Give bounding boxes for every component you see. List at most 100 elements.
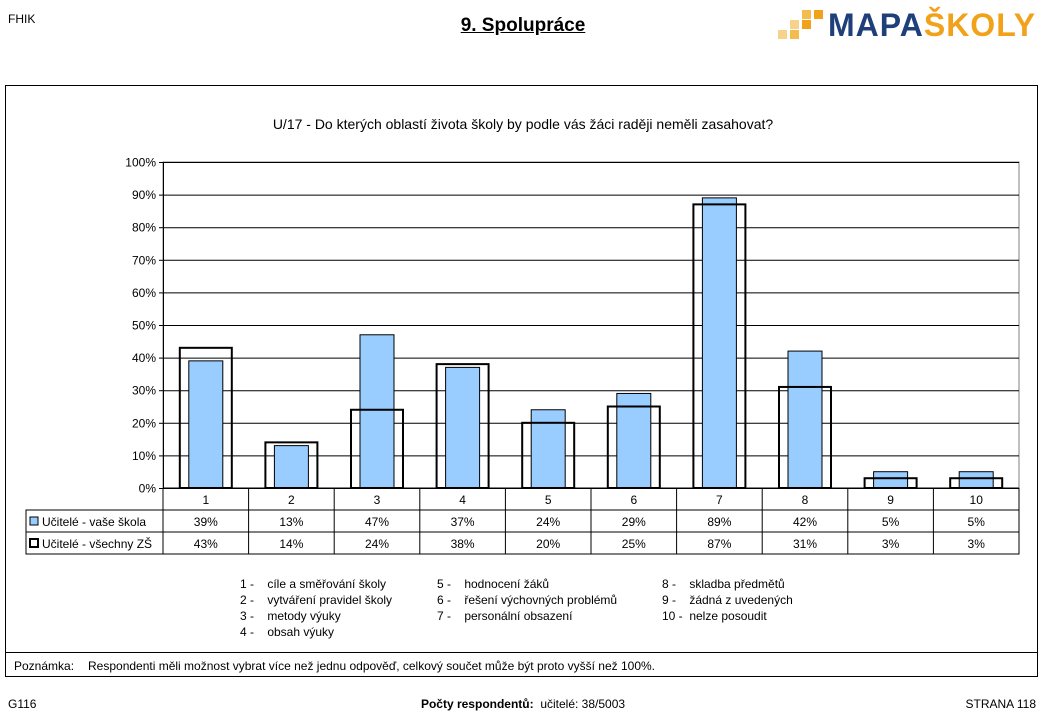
y-tick-label: 10% bbox=[132, 449, 156, 463]
legend-key-vase-skola bbox=[29, 516, 39, 526]
x-category-label: 3 bbox=[374, 493, 381, 507]
data-label: 87% bbox=[707, 537, 731, 551]
category-legend-item: 5 - hodnocení žáků bbox=[437, 577, 549, 591]
y-tick-label: 50% bbox=[132, 319, 156, 333]
bar-vase-skola bbox=[701, 197, 737, 489]
data-label: 24% bbox=[365, 537, 389, 551]
respondent-counts: Počty respondentů: učitelé: 38/5003 bbox=[0, 697, 1046, 711]
y-tick-label: 80% bbox=[132, 221, 156, 235]
category-text: vytváření pravidel školy bbox=[264, 593, 393, 607]
data-label: 24% bbox=[536, 515, 560, 529]
category-legend-item: 7 - personální obsazení bbox=[437, 609, 572, 623]
category-legend-item: 3 - metody výuky bbox=[240, 609, 341, 623]
category-number: 5 - bbox=[437, 577, 452, 591]
category-legend-item: 1 - cíle a směřování školy bbox=[240, 577, 386, 591]
category-number: 9 - bbox=[662, 593, 677, 607]
y-tick-label: 70% bbox=[132, 253, 156, 267]
category-legend-item: 8 - skladba předmětů bbox=[662, 577, 785, 591]
x-category-label: 4 bbox=[459, 493, 466, 507]
category-text: hodnocení žáků bbox=[461, 577, 550, 591]
category-text: nelze posoudit bbox=[686, 609, 767, 623]
data-label: 38% bbox=[451, 537, 475, 551]
chart-frame bbox=[5, 85, 1038, 677]
chart-title: U/17 - Do kterých oblastí života školy b… bbox=[272, 116, 774, 132]
y-tick-label: 60% bbox=[132, 286, 156, 300]
y-tick-label: 0% bbox=[139, 482, 157, 496]
data-label: 89% bbox=[707, 515, 731, 529]
data-label: 5% bbox=[968, 515, 986, 529]
category-legend-item: 10 - nelze posoudit bbox=[662, 609, 767, 623]
data-label: 43% bbox=[194, 537, 218, 551]
data-label: 20% bbox=[536, 537, 560, 551]
page-number: STRANA 118 bbox=[965, 697, 1036, 711]
y-tick-label: 40% bbox=[132, 351, 156, 365]
note-text: Respondenti měli možnost vybrat více než… bbox=[88, 659, 655, 673]
y-tick-label: 100% bbox=[125, 156, 156, 170]
category-number: 4 - bbox=[240, 625, 255, 639]
data-label: 47% bbox=[365, 515, 389, 529]
category-legend-item: 9 - žádná z uvedených bbox=[662, 593, 793, 607]
school-code: FHIK bbox=[8, 12, 36, 26]
logo-text-skoly: ŠKOLY bbox=[923, 7, 1037, 43]
data-label: 3% bbox=[968, 537, 986, 551]
bar-vase-skola bbox=[958, 471, 994, 489]
legend-key-vsechny-zs bbox=[29, 538, 39, 548]
respondents-value: učitelé: 38/5003 bbox=[540, 697, 626, 711]
respondents-label: Počty respondentů: bbox=[420, 697, 534, 711]
category-number: 6 - bbox=[437, 593, 452, 607]
category-text: řešení výchovných problémů bbox=[461, 593, 618, 607]
data-label: 14% bbox=[279, 537, 303, 551]
bar-vase-skola bbox=[530, 409, 566, 489]
category-legend-item: 6 - řešení výchovných problémů bbox=[437, 593, 617, 607]
data-label: 3% bbox=[882, 537, 900, 551]
data-label: 5% bbox=[882, 515, 900, 529]
category-text: žádná z uvedených bbox=[686, 593, 793, 607]
category-number: 1 - bbox=[240, 577, 255, 591]
x-category-label: 9 bbox=[887, 493, 894, 507]
x-category-label: 1 bbox=[202, 493, 209, 507]
category-legend-item: 2 - vytváření pravidel školy bbox=[240, 593, 392, 607]
mapa-skoly-logo: MAPAŠKOLY bbox=[776, 7, 1037, 43]
data-label: 39% bbox=[194, 515, 218, 529]
category-number: 3 - bbox=[240, 609, 255, 623]
bar-vase-skola bbox=[188, 360, 224, 489]
data-label: 31% bbox=[793, 537, 817, 551]
data-label: 29% bbox=[622, 515, 646, 529]
footer-code: G116 bbox=[8, 697, 37, 711]
bar-vase-skola bbox=[873, 471, 909, 489]
category-text: metody výuky bbox=[264, 609, 341, 623]
category-text: skladba předmětů bbox=[686, 577, 785, 591]
x-category-label: 7 bbox=[716, 493, 723, 507]
category-number: 10 - bbox=[662, 609, 683, 623]
category-number: 8 - bbox=[662, 577, 677, 591]
data-label: 13% bbox=[279, 515, 303, 529]
data-label: 37% bbox=[451, 515, 475, 529]
logo-squares-icon bbox=[778, 10, 823, 39]
category-number: 7 - bbox=[437, 609, 452, 623]
legend-label-vase-skola: Učitelé - vaše škola bbox=[42, 515, 146, 529]
logo-text-mapa: MAPA bbox=[828, 7, 924, 43]
x-category-label: 2 bbox=[288, 493, 295, 507]
x-category-label: 8 bbox=[802, 493, 809, 507]
bar-vase-skola bbox=[445, 366, 481, 489]
bar-vase-skola bbox=[273, 445, 309, 489]
x-category-label: 5 bbox=[545, 493, 552, 507]
bar-vase-skola bbox=[787, 350, 823, 489]
x-category-label: 10 bbox=[970, 493, 984, 507]
bar-vase-skola bbox=[359, 334, 395, 489]
page-title: 9. Spolupráce bbox=[460, 15, 586, 36]
y-tick-label: 20% bbox=[132, 416, 156, 430]
bar-vase-skola bbox=[616, 392, 652, 489]
y-tick-label: 90% bbox=[132, 188, 156, 202]
y-tick-label: 30% bbox=[132, 384, 156, 398]
category-text: obsah výuky bbox=[264, 625, 335, 639]
category-text: cíle a směřování školy bbox=[264, 577, 387, 591]
data-label: 25% bbox=[622, 537, 646, 551]
legend-label-vsechny-zs: Učitelé - všechny ZŠ bbox=[42, 536, 152, 551]
x-category-label: 6 bbox=[630, 493, 637, 507]
note-divider bbox=[5, 652, 1038, 653]
category-number: 2 - bbox=[240, 593, 255, 607]
data-label: 42% bbox=[793, 515, 817, 529]
note-label: Poznámka: bbox=[14, 659, 75, 673]
